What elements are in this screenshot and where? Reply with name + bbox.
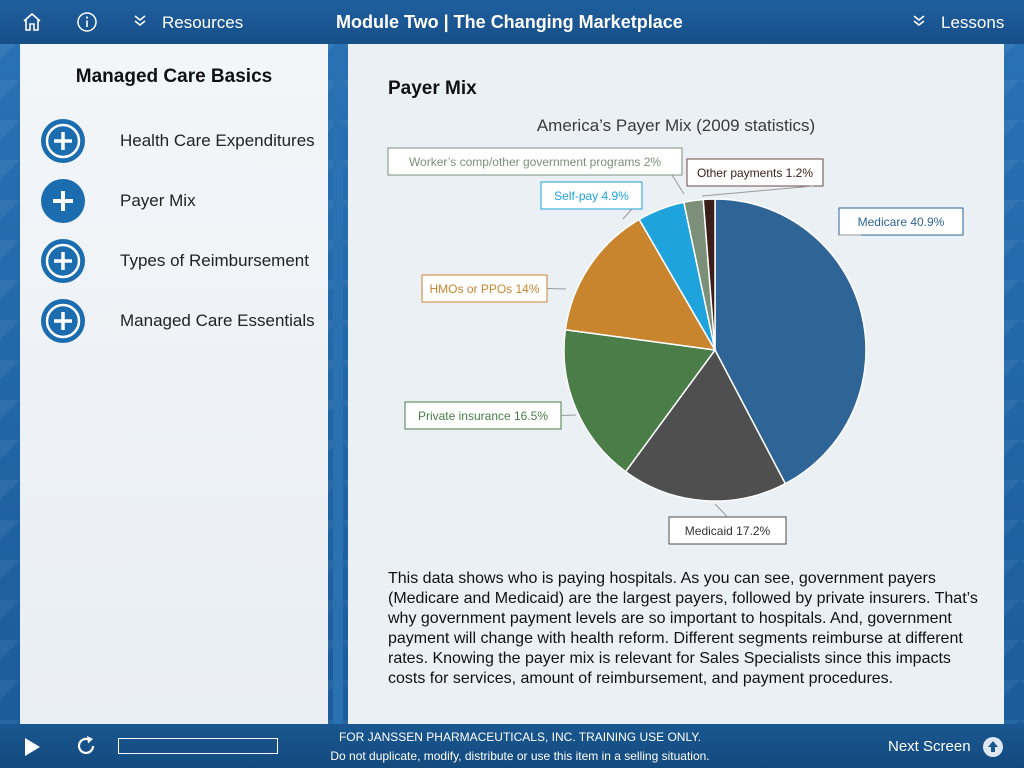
section-title: Payer Mix bbox=[388, 78, 477, 99]
resources-menu[interactable]: Resources bbox=[130, 0, 250, 44]
sidebar-item-label: Managed Care Essentials bbox=[120, 311, 315, 330]
sidebar-item-label: Payer Mix bbox=[120, 191, 196, 210]
body-paragraph: This data shows who is paying hospitals.… bbox=[388, 570, 978, 687]
sidebar-item-managed-care-essentials[interactable]: Managed Care Essentials bbox=[40, 298, 320, 344]
next-screen-button[interactable]: Next Screen bbox=[880, 724, 1020, 768]
pie-slice bbox=[624, 348, 787, 502]
callout-box bbox=[387, 147, 683, 176]
next-screen-label: Next Screen bbox=[888, 738, 971, 755]
top-bar: Resources Module Two | The Changing Mark… bbox=[0, 0, 1024, 44]
bottom-bar: FOR JANSSEN PHARMACEUTICALS, INC. TRAINI… bbox=[0, 724, 1024, 768]
callout-label: Other payments 1.2% bbox=[697, 166, 813, 180]
callout-box bbox=[686, 158, 824, 187]
sidebar-item-types-of-reimbursement[interactable]: Types of Reimbursement bbox=[40, 238, 320, 284]
plus-circle-icon bbox=[41, 239, 85, 283]
home-icon[interactable] bbox=[21, 11, 43, 33]
footer-disclaimer-1: FOR JANSSEN PHARMACEUTICALS, INC. TRAINI… bbox=[338, 730, 702, 744]
chart-title: America’s Payer Mix (2009 statistics) bbox=[537, 116, 815, 135]
resources-label: Resources bbox=[162, 13, 244, 32]
callout-pointer bbox=[546, 288, 567, 290]
lessons-menu[interactable]: Lessons bbox=[908, 0, 1018, 44]
payer-mix-pie-chart: America’s Payer Mix (2009 statistics) Me… bbox=[387, 116, 964, 545]
chevron-down-icon bbox=[134, 15, 146, 26]
sidebar: Managed Care Basics Health Care Expendit… bbox=[20, 44, 328, 724]
pie-slice bbox=[714, 198, 867, 485]
callout-box bbox=[540, 181, 643, 210]
callout-pointer bbox=[560, 414, 577, 416]
callout-pointer bbox=[671, 174, 685, 195]
plus-circle-icon bbox=[41, 119, 85, 163]
play-icon[interactable] bbox=[22, 737, 42, 757]
callout-label: Medicaid 17.2% bbox=[685, 524, 771, 538]
plus-circle-icon bbox=[41, 179, 85, 223]
sidebar-item-health-care-expenditures[interactable]: Health Care Expenditures bbox=[40, 118, 320, 164]
callout-label: HMOs or PPOs 14% bbox=[429, 282, 539, 296]
callout-label: Self-pay 4.9% bbox=[554, 189, 629, 203]
callout-box bbox=[404, 401, 562, 430]
lessons-label: Lessons bbox=[941, 13, 1005, 32]
callout-box bbox=[838, 207, 964, 236]
callout-label: Private insurance 16.5% bbox=[418, 409, 548, 423]
callout-pointer bbox=[622, 208, 633, 220]
sidebar-item-label: Health Care Expenditures bbox=[120, 131, 315, 150]
sidebar-item-label: Types of Reimbursement bbox=[120, 251, 309, 270]
sidebar-item-payer-mix[interactable]: Payer Mix bbox=[40, 178, 320, 224]
pie-slice bbox=[702, 198, 716, 351]
pie-slice bbox=[564, 218, 717, 351]
replay-icon[interactable] bbox=[74, 734, 98, 758]
arrow-up-circle-icon bbox=[983, 737, 1003, 757]
callout-pointer bbox=[714, 503, 728, 518]
sidebar-title: Managed Care Basics bbox=[75, 66, 273, 87]
module-title: Module Two | The Changing Marketplace bbox=[336, 12, 683, 32]
callout-label: Medicare 40.9% bbox=[858, 215, 945, 229]
callout-box bbox=[421, 274, 548, 303]
pie-slice bbox=[563, 328, 717, 473]
plus-circle-icon bbox=[41, 299, 85, 343]
info-icon[interactable] bbox=[76, 11, 98, 33]
footer-disclaimer-2: Do not duplicate, modify, distribute or … bbox=[330, 749, 710, 763]
content-panel: Payer Mix America’s Payer Mix (2009 stat… bbox=[348, 44, 1004, 724]
progress-bar bbox=[118, 738, 278, 754]
callout-label: Worker’s comp/other government programs … bbox=[409, 155, 661, 169]
callout-pointer bbox=[701, 185, 814, 197]
chevron-down-icon bbox=[913, 15, 925, 26]
panel-divider bbox=[333, 44, 343, 724]
